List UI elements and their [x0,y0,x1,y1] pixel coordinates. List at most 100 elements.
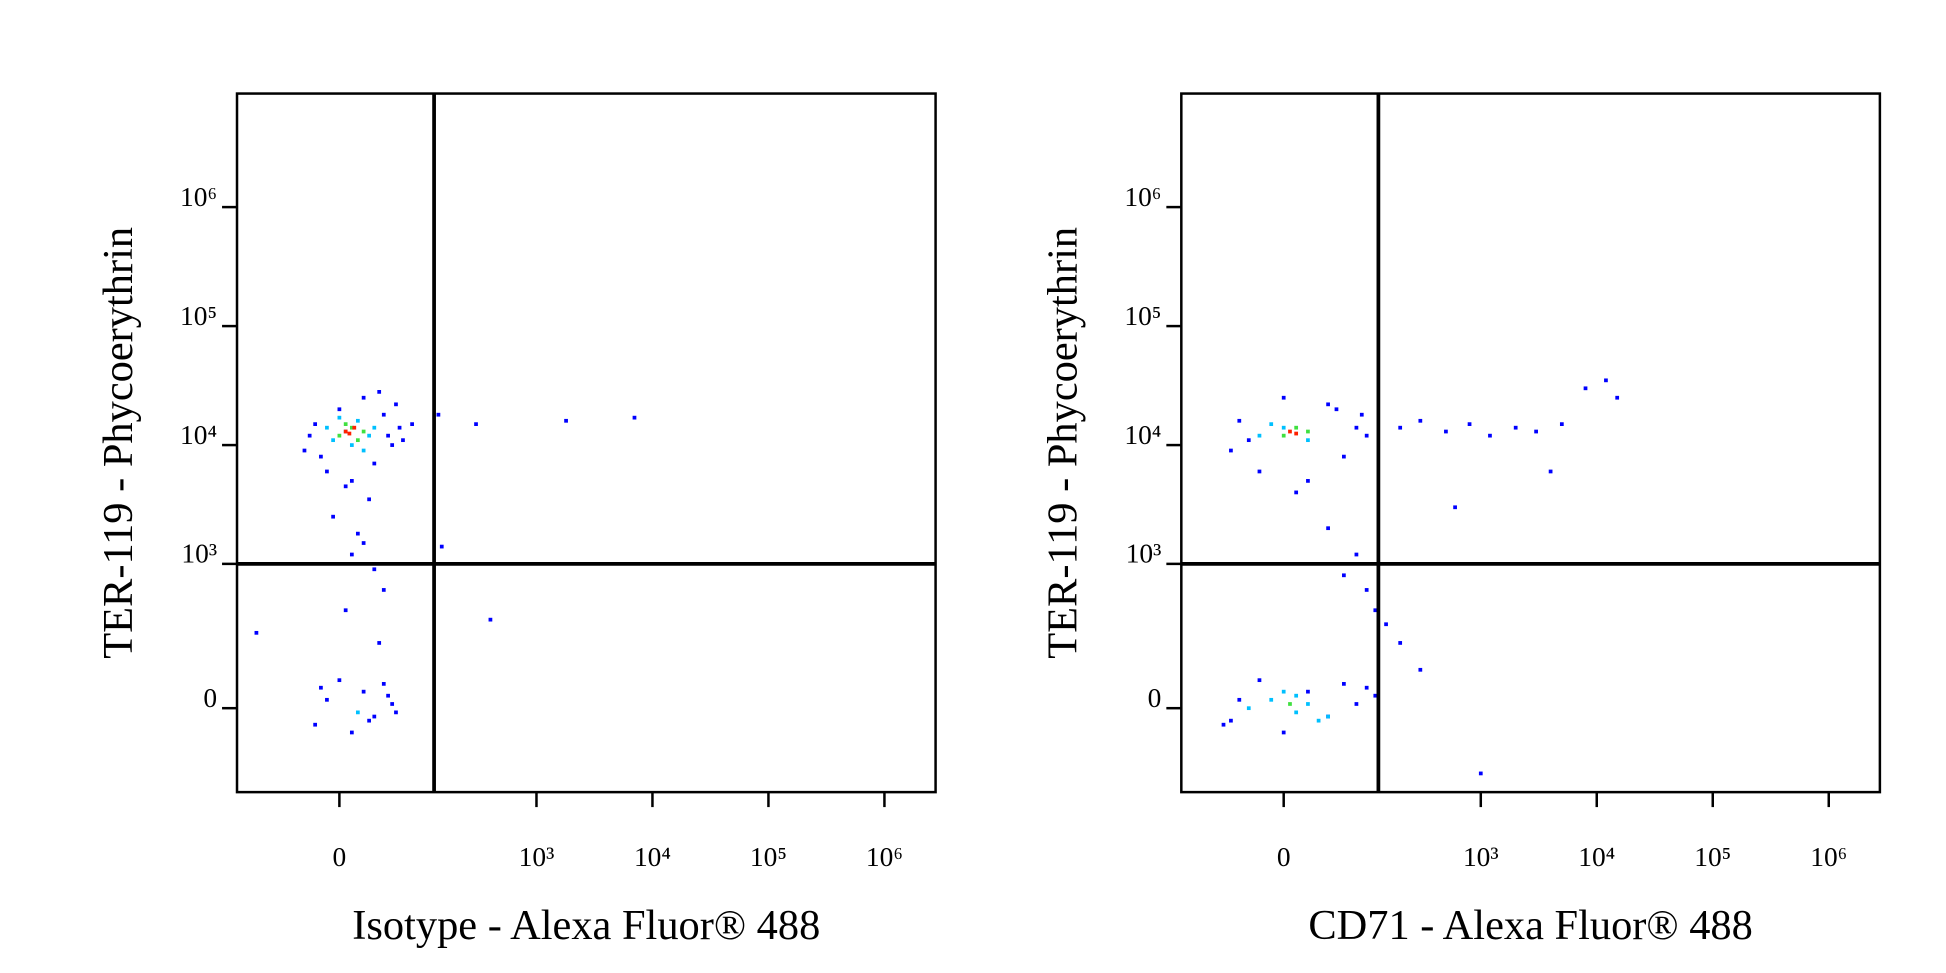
event-dot [349,479,354,483]
event-dot [337,678,342,683]
event-dot [381,682,386,686]
y-axis-label: TER-119 - Phycoerythrin [95,227,142,659]
event-dot [325,469,329,474]
event-dot [349,730,354,735]
event-dot [1534,429,1538,434]
event-dot [1246,706,1251,711]
plot-frame [1180,92,1882,794]
event-dot [377,390,382,394]
event-dot [1615,395,1620,400]
event-dot [343,429,348,434]
event-dot [1281,425,1286,430]
event-dot [1306,702,1310,706]
event-dot [439,544,444,549]
event-dot [1294,710,1299,715]
event-dot [474,422,478,426]
event-dot [1559,422,1564,426]
y-tick-label: 10³ [181,539,217,569]
event-dot [1364,685,1369,690]
event-dot [319,685,323,690]
event-dot [1354,425,1359,430]
event-dot [381,588,386,592]
y-tick-label: 0 [1148,683,1162,713]
event-dot [1359,412,1364,417]
event-dot [410,422,414,426]
x-tick-label: 0 [333,842,347,872]
y-tick-label: 10⁵ [180,301,217,331]
event-dot [349,552,354,557]
event-dot [1418,418,1423,423]
event-dot [394,710,398,715]
event-dot [1364,588,1369,592]
event-dot [1354,702,1359,706]
event-dot [347,431,352,436]
y-tick-label: 10⁶ [1124,182,1161,212]
event-dot [1364,433,1369,438]
x-tick-label: 10³ [519,842,555,872]
event-dot [1281,730,1286,735]
event-dot [1373,693,1378,698]
event-dot [1342,682,1346,686]
event-dot [367,497,371,502]
event-dot [1467,422,1472,426]
event-dot [352,425,357,430]
event-dot [1453,505,1457,510]
event-dot [1418,667,1423,672]
event-dot [313,722,318,727]
y-tick-label: 10⁶ [180,182,217,212]
y-tick-label: 10³ [1126,539,1162,569]
event-dot [337,415,342,420]
event-dot [1237,418,1242,423]
y-axis-label: TER-119 - Phycoerythrin [1039,227,1086,659]
x-axis-label: CD71 - Alexa Fluor® 488 [1308,902,1752,949]
event-dot [1221,722,1226,727]
x-axis-label: Isotype - Alexa Fluor® 488 [352,902,820,949]
event-dot [337,433,342,438]
event-dot [361,541,366,545]
event-dot [361,429,366,434]
event-dot [313,422,318,426]
event-dot [1294,425,1299,430]
event-dot [1513,425,1518,430]
x-tick-label: 10⁶ [866,842,903,872]
event-dot [355,438,360,443]
event-dot [254,630,259,635]
event-dot [1269,422,1274,426]
y-tick-label: 0 [203,683,217,713]
x-tick-label: 10³ [1463,842,1499,872]
event-dot [1257,678,1262,683]
event-dot [1281,433,1286,438]
event-dot [361,448,366,453]
event-dot [1373,608,1378,613]
event-dot [1342,573,1346,578]
x-tick-label: 10⁵ [1694,842,1731,872]
x-tick-label: 10⁴ [1578,842,1615,872]
event-dot [1281,689,1286,694]
event-dot [1306,438,1310,443]
event-dot [325,697,329,702]
event-dot [377,641,382,645]
event-dot [1478,771,1483,776]
event-dot [1294,431,1299,436]
event-dot [632,415,637,420]
event-dot [390,443,395,447]
event-dot [1398,641,1403,645]
event-dot [1237,697,1242,702]
event-dot [564,418,568,423]
event-dot [349,443,354,447]
event-dot [1384,622,1388,627]
event-dot [372,425,377,430]
event-dot [1488,433,1492,438]
event-dot [1444,429,1448,434]
plot: 0 10³ 10⁴ 10⁵ 10⁶ 0 10³ 10⁴ 10⁵ 10⁶ CD71 - Alexa F… [1039,92,1882,949]
x-tick-label: 0 [1277,842,1291,872]
event-dot [436,412,441,417]
event-dot [386,693,390,698]
event-dot [381,412,386,417]
event-dot [343,484,348,489]
event-dot [1306,429,1310,434]
event-dot [1257,469,1262,474]
event-dot [355,531,360,536]
y-tick-label: 10⁴ [1124,420,1161,450]
event-dot [372,714,377,719]
